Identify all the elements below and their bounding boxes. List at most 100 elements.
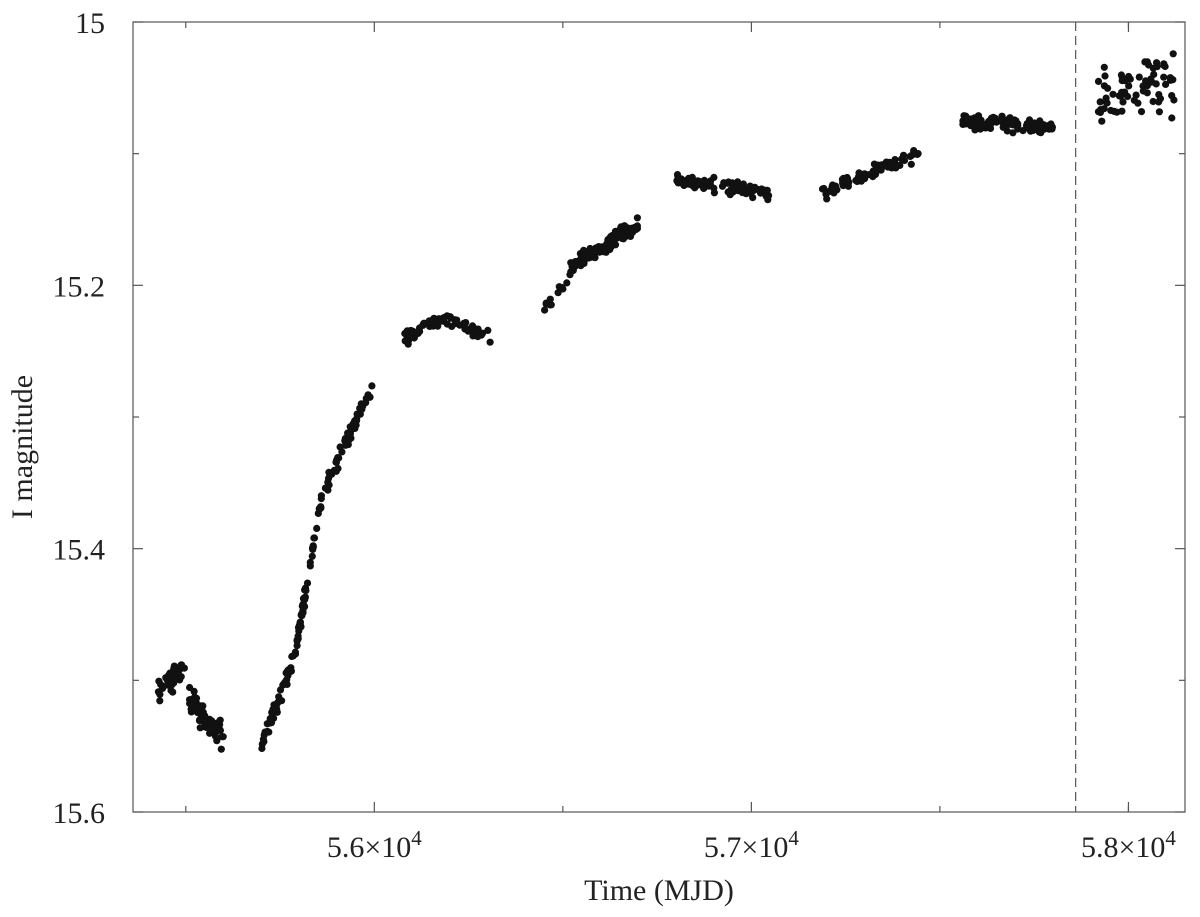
data-point: [584, 247, 593, 255]
data-point: [965, 115, 973, 123]
data-point: [310, 534, 319, 542]
data-point: [267, 719, 276, 727]
y-tick-label: 15.4: [53, 534, 106, 567]
data-point: [870, 160, 879, 168]
data-point: [907, 160, 915, 168]
data-point: [1143, 58, 1151, 66]
data-point: [208, 721, 216, 729]
data-point: [1139, 87, 1147, 95]
data-point: [898, 155, 906, 163]
data-point: [206, 729, 214, 737]
data-point: [1102, 98, 1110, 106]
data-point: [758, 185, 766, 193]
data-point: [326, 471, 334, 479]
data-point: [974, 113, 982, 121]
data-point: [168, 681, 176, 689]
data-point: [1009, 129, 1017, 137]
data-point: [1101, 72, 1109, 80]
data-point: [633, 214, 642, 222]
data-point: [443, 320, 451, 328]
data-point: [987, 119, 995, 127]
data-point: [1109, 90, 1117, 98]
data-point: [739, 188, 747, 196]
data-point: [199, 713, 208, 721]
data-point: [546, 295, 554, 303]
data-point: [978, 123, 986, 131]
data-point: [1096, 98, 1104, 106]
data-point: [355, 410, 363, 418]
axis-ticks: [133, 21, 1185, 813]
data-point: [989, 113, 997, 121]
data-point: [301, 593, 309, 601]
data-point: [1135, 73, 1143, 81]
data-point: [749, 194, 757, 202]
data-point: [1094, 77, 1103, 85]
data-point: [884, 163, 892, 171]
data-point: [357, 400, 365, 408]
data-point: [299, 607, 307, 615]
data-point: [1150, 70, 1158, 78]
data-point: [1142, 77, 1150, 85]
data-point: [1162, 80, 1170, 88]
data-point: [156, 697, 164, 705]
data-point: [1117, 71, 1125, 79]
data-point: [1121, 77, 1129, 85]
data-point: [465, 325, 473, 333]
data-point: [155, 677, 163, 685]
data-point: [1024, 120, 1032, 128]
data-point: [1149, 97, 1157, 106]
data-point: [610, 235, 618, 243]
data-point: [462, 319, 470, 327]
data-point: [1027, 127, 1035, 135]
data-point: [578, 253, 586, 261]
data-point: [1096, 108, 1104, 117]
data-point: [338, 448, 346, 456]
data-point: [313, 524, 321, 533]
data-point: [177, 661, 186, 669]
data-point: [174, 669, 182, 677]
data-point: [368, 382, 376, 390]
data-point: [295, 621, 303, 629]
data-point: [1169, 50, 1177, 58]
data-point: [351, 423, 359, 431]
data-point: [259, 735, 267, 743]
data-point: [1155, 98, 1163, 106]
data-point: [283, 680, 291, 689]
data-point: [855, 169, 863, 177]
data-point: [627, 226, 635, 234]
data-point: [197, 702, 205, 710]
data-point: [872, 169, 880, 177]
data-point: [1152, 80, 1160, 88]
data-point: [293, 642, 301, 650]
data-point: [563, 279, 571, 287]
data-point: [675, 177, 683, 185]
data-point: [1170, 96, 1178, 104]
data-point: [405, 336, 413, 345]
data-point: [822, 190, 830, 198]
data-point: [1160, 73, 1168, 81]
data-point: [365, 393, 374, 401]
data-point: [1125, 82, 1133, 90]
data-point: [474, 333, 482, 341]
y-tick-label: 15.2: [53, 270, 106, 303]
data-point: [1130, 96, 1138, 104]
x-axis-label: Time (MJD): [584, 874, 734, 907]
data-point: [1169, 76, 1177, 84]
data-point: [700, 176, 709, 184]
data-point: [323, 485, 331, 493]
data-point: [314, 509, 322, 517]
data-point: [218, 733, 226, 741]
data-point: [425, 317, 433, 325]
data-point: [308, 552, 316, 560]
data-point: [999, 123, 1007, 131]
data-point: [700, 184, 708, 193]
data-point: [302, 587, 310, 595]
data-point: [547, 301, 555, 309]
data-point: [169, 688, 177, 696]
data-point: [453, 316, 461, 324]
data-point: [1153, 63, 1161, 71]
data-point: [763, 186, 771, 194]
data-point: [1155, 108, 1163, 116]
data-point: [274, 698, 282, 707]
data-point: [580, 259, 588, 267]
